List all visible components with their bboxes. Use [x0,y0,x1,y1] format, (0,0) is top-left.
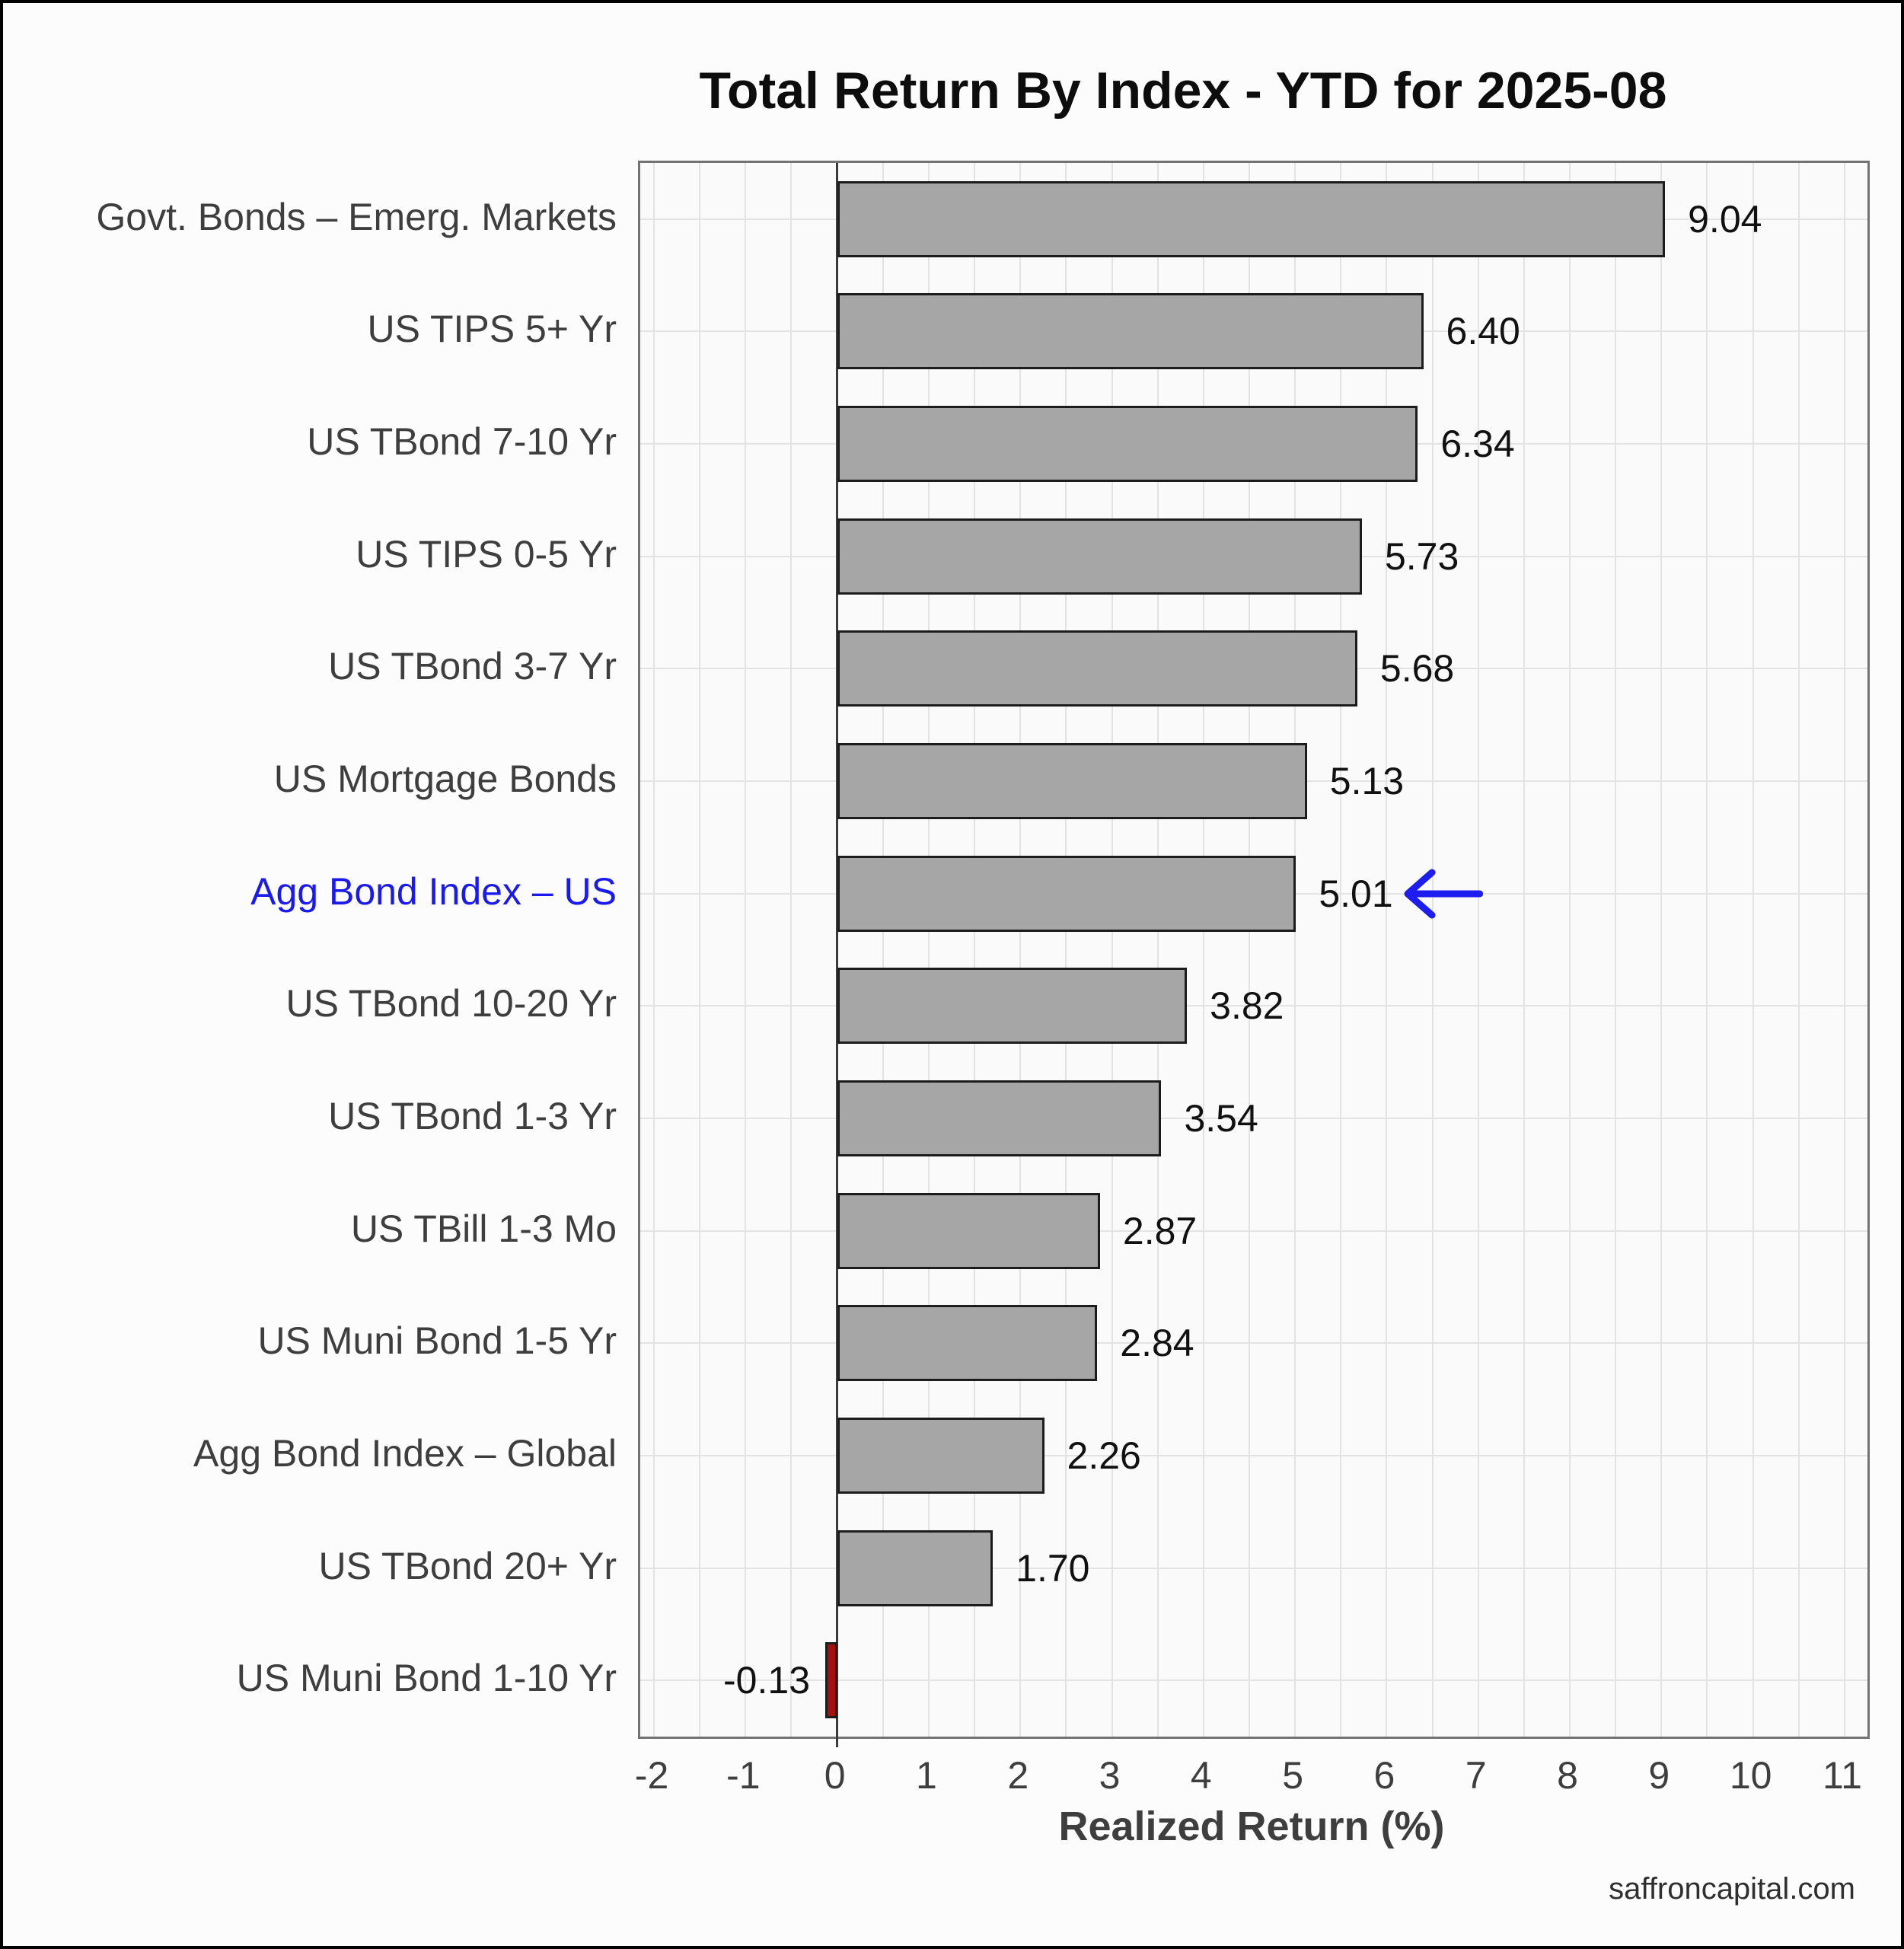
x-tick-label: 11 [1822,1754,1862,1797]
bar-value-label: 5.68 [1379,647,1455,691]
x-tick-label: 0 [824,1754,846,1797]
x-tick-label: 10 [1729,1754,1772,1797]
category-label: US Muni Bond 1-10 Yr [236,1657,617,1700]
category-label: US TIPS 0-5 Yr [356,532,617,576]
chart-title: Total Return By Index - YTD for 2025-08 [699,62,1667,120]
vertical-gridline [1477,163,1479,1737]
category-label: US TBond 3-7 Yr [328,645,617,688]
horizontal-gridline [640,1679,1867,1681]
category-label: Govt. Bonds – Emerg. Markets [96,195,617,238]
x-tick-label: 3 [1099,1754,1121,1797]
footer-watermark: saffroncapital.com [1609,1872,1855,1906]
horizontal-gridline [640,1455,1867,1456]
vertical-gridline [1706,163,1708,1737]
bar-positive [837,1530,993,1606]
bar-value-label: -0.13 [723,1659,810,1702]
category-label: US TBond 7-10 Yr [307,420,617,464]
bar-value-label: 9.04 [1688,197,1762,241]
vertical-gridline [1523,163,1525,1737]
vertical-gridline [1065,163,1067,1737]
category-label-highlighted: Agg Bond Index – US [250,869,617,913]
x-tick-label: -1 [726,1754,761,1797]
vertical-gridline [1156,163,1159,1737]
vertical-gridline [1615,163,1617,1737]
bar-positive [837,181,1666,257]
x-tick-label: -2 [634,1754,669,1797]
bar-value-label: 3.82 [1210,984,1284,1028]
bar-positive [837,743,1307,819]
category-label: US TBond 1-3 Yr [328,1094,617,1137]
bar-positive [837,856,1296,932]
y-axis-category-labels: Govt. Bonds – Emerg. Markets US TIPS 5+ Y… [3,161,627,1734]
bar-positive [837,1305,1098,1381]
horizontal-gridline [640,1342,1867,1344]
bar-value-label: 5.73 [1384,534,1459,578]
category-label: US Mortgage Bonds [273,758,617,801]
vertical-gridline [882,163,884,1737]
category-label: US TIPS 5+ Yr [367,308,617,351]
vertical-gridline [1111,163,1113,1737]
horizontal-gridline [640,1005,1867,1006]
vertical-gridline [1843,163,1845,1737]
vertical-gridline [1660,163,1663,1737]
category-label: US TBill 1-3 Mo [350,1207,617,1250]
bar-positive [837,518,1362,595]
x-tick-label: 8 [1557,1754,1578,1797]
category-label: US TBond 10-20 Yr [285,982,617,1026]
x-tick-label: 9 [1648,1754,1670,1797]
category-label: Agg Bond Index – Global [193,1431,617,1475]
horizontal-gridline [640,1118,1867,1119]
bar-value-label: 2.84 [1120,1322,1194,1365]
bar-positive [837,406,1418,482]
bar-value-label: 6.34 [1440,423,1515,466]
vertical-gridline [790,163,793,1737]
vertical-gridline [1797,163,1800,1737]
x-tick-label: 1 [916,1754,937,1797]
vertical-gridline [653,163,655,1737]
vertical-gridline [1386,163,1388,1737]
x-tick-label: 4 [1190,1754,1212,1797]
vertical-gridline [1340,163,1342,1737]
bar-positive [837,1418,1044,1494]
vertical-gridline [1248,163,1250,1737]
bar-value-label: 5.13 [1329,760,1405,803]
bar-positive [837,1193,1100,1269]
vertical-gridline [1752,163,1754,1737]
vertical-gridline [745,163,747,1737]
vertical-gridline [1294,163,1296,1737]
bar-value-label: 3.54 [1184,1096,1258,1140]
bar-value-label: 2.87 [1122,1209,1198,1252]
vertical-gridline [699,163,701,1737]
vertical-gridline [1569,163,1571,1737]
vertical-gridline [1202,163,1204,1737]
category-label: US Muni Bond 1-5 Yr [257,1319,617,1363]
x-tick-label: 6 [1373,1754,1395,1797]
zero-baseline [836,163,839,1747]
bar-positive [837,1080,1162,1156]
horizontal-gridline [640,1230,1867,1232]
bar-value-label: 6.40 [1446,310,1520,353]
vertical-gridline [974,163,976,1737]
vertical-gridline [927,163,930,1737]
bar-value-label: 2.26 [1067,1434,1141,1477]
bar-positive [837,968,1188,1044]
x-tick-label: 2 [1007,1754,1029,1797]
bar-negative [825,1642,837,1718]
horizontal-gridline [640,1568,1867,1569]
category-label: US TBond 20+ Yr [318,1544,617,1587]
vertical-gridline [1019,163,1022,1737]
left-arrow-icon [1404,869,1483,919]
bar-value-label: 5.01 [1319,872,1393,915]
x-tick-label: 5 [1282,1754,1304,1797]
bar-value-label: 1.70 [1016,1546,1090,1590]
x-axis-title: Realized Return (%) [1058,1804,1445,1849]
bar-positive [837,293,1424,369]
bar-positive [837,630,1357,707]
vertical-gridline [1431,163,1434,1737]
x-tick-label: 7 [1465,1754,1487,1797]
plot-area: 9.04 6.40 6.34 5.73 5.68 5.13 5.01 3.82 3.54 2.87… [638,161,1870,1747]
